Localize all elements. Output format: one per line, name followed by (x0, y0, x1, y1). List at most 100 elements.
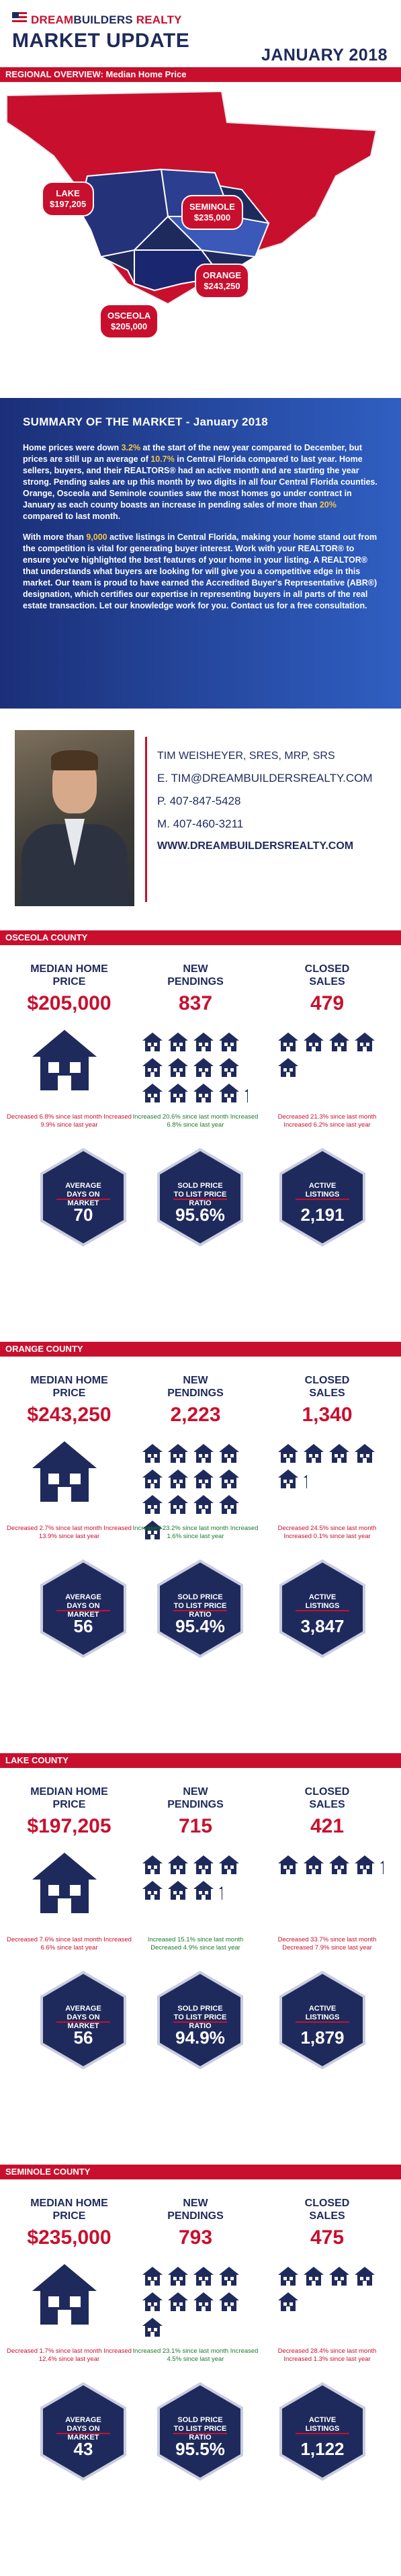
house-icon (218, 1057, 240, 1078)
dom-value: 70 (73, 1205, 93, 1225)
agent-name: TIM WEISHEYER, SRES, MRP, SRS (157, 750, 335, 762)
report-month: JANUARY 2018 (261, 46, 388, 65)
closed-value: 479 (310, 992, 345, 1014)
closed-value: 421 (310, 1815, 345, 1837)
house-icon (141, 2265, 164, 2287)
active-hexagon: ACTIVE LISTINGS 2,191 (275, 1147, 369, 1248)
county-section: LAKE COUNTY MEDIAN HOME PRICE $197,205 NEW … (0, 1753, 401, 2165)
ratio-label: SOLD PRICE TO LIST PRICE RATIO (173, 2005, 227, 2030)
ratio-hexagon: SOLD PRICE TO LIST PRICE RATIO 95.5% (153, 2381, 247, 2482)
ratio-value: 95.4% (175, 1616, 225, 1636)
new-pendings-stat: NEW PENDINGS 2,223 (132, 1374, 259, 1426)
dom-hexagon: AVERAGE DAYS ON MARKET 56 (36, 1970, 130, 2070)
house-icon (328, 2265, 351, 2287)
closed-sales-stat: CLOSED SALES 479 (263, 963, 391, 1015)
house-icon (141, 1880, 164, 1901)
dom-hexagon: AVERAGE DAYS ON MARKET 43 (36, 2381, 130, 2482)
house-icon (218, 1031, 240, 1053)
active-label: ACTIVE LISTINGS (305, 1182, 340, 1199)
closed-change: Decreased 21.3% since last month Increas… (277, 1113, 377, 1129)
summary-paragraph-1: Home prices were down 3.2% at the start … (23, 443, 377, 521)
map-callout-lake: LAKE $197,205 (42, 182, 95, 216)
house-icon (167, 1082, 189, 1104)
house-icon (192, 1057, 215, 1078)
ratio-hexagon: SOLD PRICE TO LIST PRICE RATIO 95.6% (153, 1147, 247, 1248)
closed-value: 475 (310, 2226, 345, 2249)
ratio-label: SOLD PRICE TO LIST PRICE RATIO (173, 1593, 227, 1619)
agent-mobile[interactable]: M. 407-460-3211 (157, 817, 244, 830)
closed-change: Decreased 24.5% since last month Increas… (277, 1525, 377, 1540)
house-icon (277, 1468, 300, 1490)
house-icon-partial (243, 1082, 248, 1104)
county-bar: SEMINOLE COUNTY (0, 2165, 401, 2179)
closed-icon-grid (277, 1854, 390, 1880)
closed-icon-grid (277, 1031, 390, 1082)
house-icon (167, 1031, 189, 1053)
agent-photo (15, 730, 134, 906)
pendings-label: NEW PENDINGS (167, 1786, 224, 1810)
closed-sales-stat: CLOSED SALES 421 (263, 1785, 391, 1838)
active-value: 1,122 (300, 2439, 345, 2459)
pendings-icon-grid (141, 1443, 254, 1545)
house-icon (192, 1031, 215, 1053)
house-icon (192, 1468, 215, 1490)
pendings-icon-grid (141, 1854, 254, 1905)
pendings-value: 715 (178, 1815, 213, 1837)
house-icon (141, 1854, 164, 1876)
median-value: $235,000 (27, 2226, 112, 2249)
dom-label: AVERAGE DAYS ON MARKET (65, 1182, 101, 1207)
agent-phone[interactable]: P. 407-847-5428 (157, 795, 241, 807)
dom-label: AVERAGE DAYS ON MARKET (65, 1593, 101, 1619)
house-icon (328, 1031, 351, 1053)
home-icon (30, 1439, 99, 1508)
agent-website[interactable]: WWW.DREAMBUILDERSREALTY.COM (157, 840, 354, 852)
house-icon (141, 2291, 164, 2312)
closed-label: CLOSED SALES (304, 1786, 350, 1810)
house-icon (141, 1519, 164, 1541)
median-change: Decreased 7.6% since last month Increase… (7, 1936, 132, 1951)
closed-sales-stat: CLOSED SALES 1,340 (263, 1374, 391, 1426)
house-icon (167, 2291, 189, 2312)
dom-value: 56 (73, 1616, 93, 1636)
house-icon (192, 1443, 215, 1464)
county-bar: LAKE COUNTY (0, 1753, 401, 1768)
ratio-value: 95.5% (175, 2439, 225, 2459)
house-icon (302, 2265, 325, 2287)
county-bar: OSCEOLA COUNTY (0, 930, 401, 945)
divider (145, 737, 147, 902)
active-label: ACTIVE LISTINGS (305, 2005, 340, 2021)
active-hexagon: ACTIVE LISTINGS 1,122 (275, 2381, 369, 2482)
house-icon (302, 1854, 325, 1876)
median-price-stat: MEDIAN HOME PRICE $235,000 (5, 2197, 133, 2249)
house-icon (302, 1031, 325, 1053)
home-icon (30, 1850, 99, 1919)
county-section: OSCEOLA COUNTY MEDIAN HOME PRICE $205,000 N… (0, 930, 401, 1342)
ratio-label: SOLD PRICE TO LIST PRICE RATIO (173, 1182, 227, 1207)
house-icon (167, 1854, 189, 1876)
house-icon (353, 2265, 376, 2287)
map-callout-seminole: SEMINOLE $235,000 (181, 195, 243, 230)
house-icon (192, 1494, 215, 1515)
county-stats: MEDIAN HOME PRICE $205,000 NEW PENDINGS 837… (0, 945, 401, 1342)
regional-overview-bar: REGIONAL OVERVIEW: Median Home Price (0, 67, 401, 82)
house-icon (218, 1468, 240, 1490)
closed-icon-grid (277, 1443, 390, 1494)
closed-label: CLOSED SALES (304, 1375, 350, 1399)
agent-email[interactable]: E. TIM@DREAMBUILDERSREALTY.COM (157, 772, 373, 784)
brand-logo: DREAMBUILDERS REALTY (31, 13, 182, 26)
house-icon (141, 2317, 164, 2338)
pendings-label: NEW PENDINGS (167, 2198, 224, 2222)
house-icon (167, 1468, 189, 1490)
page-title: MARKET UPDATE (12, 30, 190, 52)
active-value: 3,847 (300, 1616, 345, 1636)
house-icon (192, 2291, 215, 2312)
median-price-stat: MEDIAN HOME PRICE $243,250 (5, 1374, 133, 1426)
median-change: Decreased 2.7% since last month Increase… (7, 1525, 132, 1540)
ratio-value: 95.6% (175, 1205, 225, 1225)
agent-contact: TIM WEISHEYER, SRES, MRP, SRS E. TIM@DRE… (157, 750, 373, 862)
median-value: $205,000 (27, 992, 112, 1014)
house-icon (141, 1057, 164, 1078)
house-icon (167, 2265, 189, 2287)
active-label: ACTIVE LISTINGS (305, 1593, 340, 1610)
house-icon (277, 2291, 300, 2312)
